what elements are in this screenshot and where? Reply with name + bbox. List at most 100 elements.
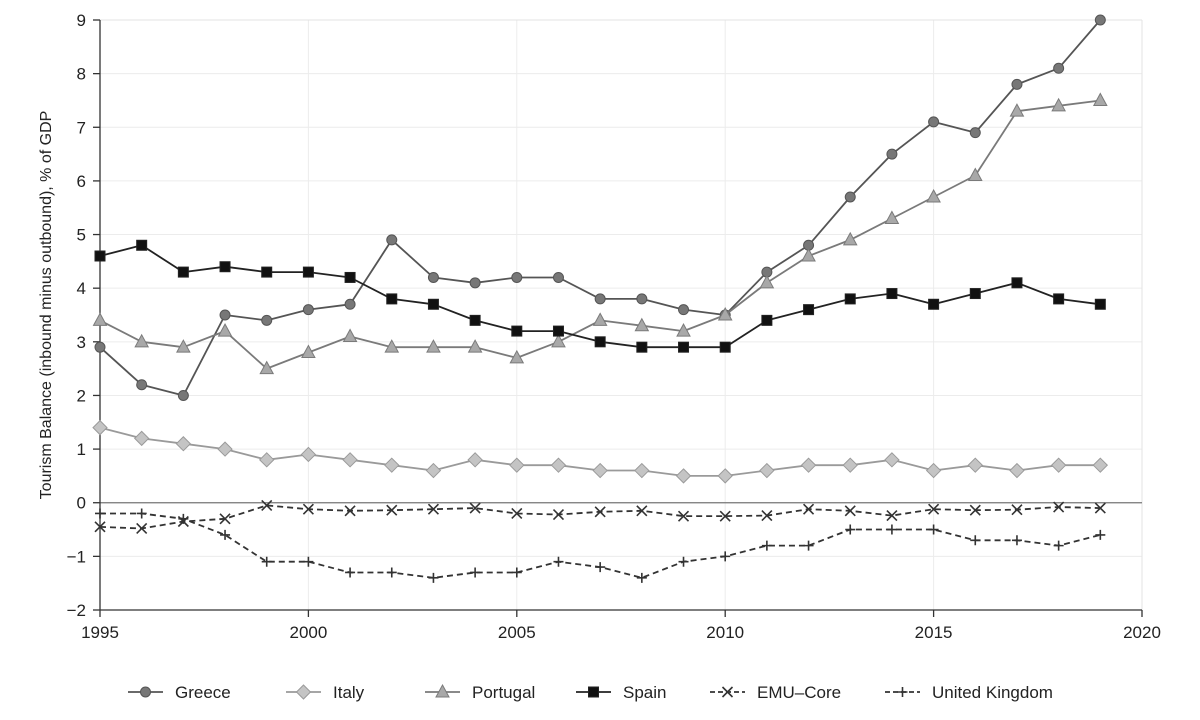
data-point-spain	[386, 293, 398, 305]
data-point-italy	[967, 457, 983, 473]
x-tick-label: 2015	[915, 623, 953, 642]
data-point-united-kingdom	[761, 540, 772, 551]
data-point-italy	[133, 430, 150, 447]
data-point-united-kingdom	[470, 567, 481, 578]
data-point-italy	[259, 452, 275, 468]
data-point-italy	[217, 441, 233, 457]
legend-swatch-marker	[721, 686, 734, 698]
data-point-greece	[302, 304, 314, 316]
data-point-spain	[969, 288, 981, 300]
y-tick-label: 9	[77, 11, 86, 30]
data-point-spain	[511, 325, 523, 337]
data-point-emu-core	[136, 522, 148, 535]
data-point-emu-core	[94, 521, 106, 533]
legend-item-greece: Greece	[128, 683, 231, 702]
data-point-spain	[261, 266, 273, 278]
data-point-portugal	[926, 188, 941, 203]
data-point-greece	[594, 293, 606, 305]
data-point-spain	[219, 261, 231, 273]
data-point-greece	[1094, 14, 1106, 26]
data-point-united-kingdom	[720, 551, 731, 562]
data-point-spain	[886, 288, 898, 300]
data-point-united-kingdom	[678, 556, 689, 567]
data-point-portugal	[1009, 103, 1025, 117]
legend-label: United Kingdom	[932, 683, 1053, 702]
y-tick-label: 6	[77, 172, 86, 191]
legend-swatch-marker	[435, 683, 450, 698]
data-point-portugal	[134, 333, 150, 348]
data-point-greece	[219, 309, 231, 321]
legend-label: Spain	[623, 683, 666, 702]
data-point-portugal	[509, 349, 525, 364]
data-point-italy	[300, 446, 317, 463]
data-point-spain	[636, 341, 648, 353]
data-point-united-kingdom	[886, 524, 897, 535]
data-point-portugal	[551, 333, 566, 348]
data-point-united-kingdom	[136, 508, 147, 519]
data-point-portugal	[217, 323, 233, 337]
legend-swatch-marker	[140, 686, 151, 698]
legend-item-italy: Italy	[286, 683, 365, 702]
data-point-spain	[844, 293, 856, 305]
data-point-portugal	[676, 323, 691, 337]
data-point-emu-core	[761, 510, 773, 522]
data-point-united-kingdom	[595, 562, 606, 573]
data-point-italy	[509, 457, 525, 473]
data-point-emu-core	[802, 503, 815, 515]
data-point-spain	[594, 336, 606, 348]
data-point-greece	[844, 191, 856, 203]
data-point-portugal	[176, 339, 191, 353]
legend: Greece Italy Portugal Spain EMU–Core United K…	[128, 683, 1053, 702]
y-tick-label: 2	[77, 386, 86, 405]
data-point-portugal	[467, 339, 483, 353]
x-tick-label: 2010	[706, 623, 744, 642]
data-point-portugal	[634, 317, 650, 332]
data-point-greece	[261, 314, 273, 326]
data-point-spain	[94, 250, 106, 262]
data-point-greece	[386, 234, 398, 246]
data-point-emu-core	[1053, 501, 1065, 513]
data-point-portugal	[301, 344, 316, 359]
data-point-united-kingdom	[220, 529, 231, 540]
legend-item-portugal: Portugal	[425, 683, 535, 702]
data-point-spain	[302, 266, 314, 278]
data-point-united-kingdom	[1011, 535, 1022, 546]
series-portugal	[92, 92, 1108, 375]
data-point-emu-core	[552, 508, 565, 521]
x-tick-label: 2000	[289, 623, 327, 642]
data-point-united-kingdom	[178, 513, 189, 524]
data-point-spain	[469, 314, 481, 326]
data-point-italy	[425, 462, 442, 479]
legend-swatch-marker	[588, 686, 599, 698]
data-point-emu-core	[427, 503, 440, 515]
data-point-emu-core	[469, 502, 481, 514]
data-point-united-kingdom	[970, 535, 981, 546]
data-point-united-kingdom	[261, 556, 272, 567]
data-point-portugal	[884, 210, 900, 224]
data-point-italy	[342, 452, 358, 468]
data-point-spain	[678, 341, 690, 353]
y-tick-label: 7	[77, 118, 86, 137]
data-point-emu-core	[386, 504, 398, 516]
data-point-emu-core	[594, 506, 606, 518]
data-point-portugal	[426, 339, 441, 353]
data-point-united-kingdom	[928, 524, 939, 535]
y-axis-title: Tourism Balance (inbound minus outbound)…	[38, 111, 55, 500]
data-point-united-kingdom	[428, 572, 439, 583]
data-point-spain	[344, 271, 356, 283]
data-point-emu-core	[1011, 504, 1023, 516]
legend-item-spain: Spain	[576, 683, 666, 702]
data-point-greece	[136, 379, 148, 391]
data-point-spain	[803, 304, 815, 316]
legend-item-emu-core: EMU–Core	[710, 683, 841, 702]
y-tick-label: −1	[67, 547, 86, 566]
y-tick-label: −2	[67, 601, 86, 620]
data-point-spain	[1011, 277, 1023, 289]
data-point-united-kingdom	[1095, 529, 1106, 540]
data-point-greece	[177, 389, 189, 401]
series-layer	[92, 14, 1109, 583]
x-tick-label: 2020	[1123, 623, 1161, 642]
data-point-united-kingdom	[1053, 540, 1064, 551]
data-point-united-kingdom	[845, 524, 856, 535]
